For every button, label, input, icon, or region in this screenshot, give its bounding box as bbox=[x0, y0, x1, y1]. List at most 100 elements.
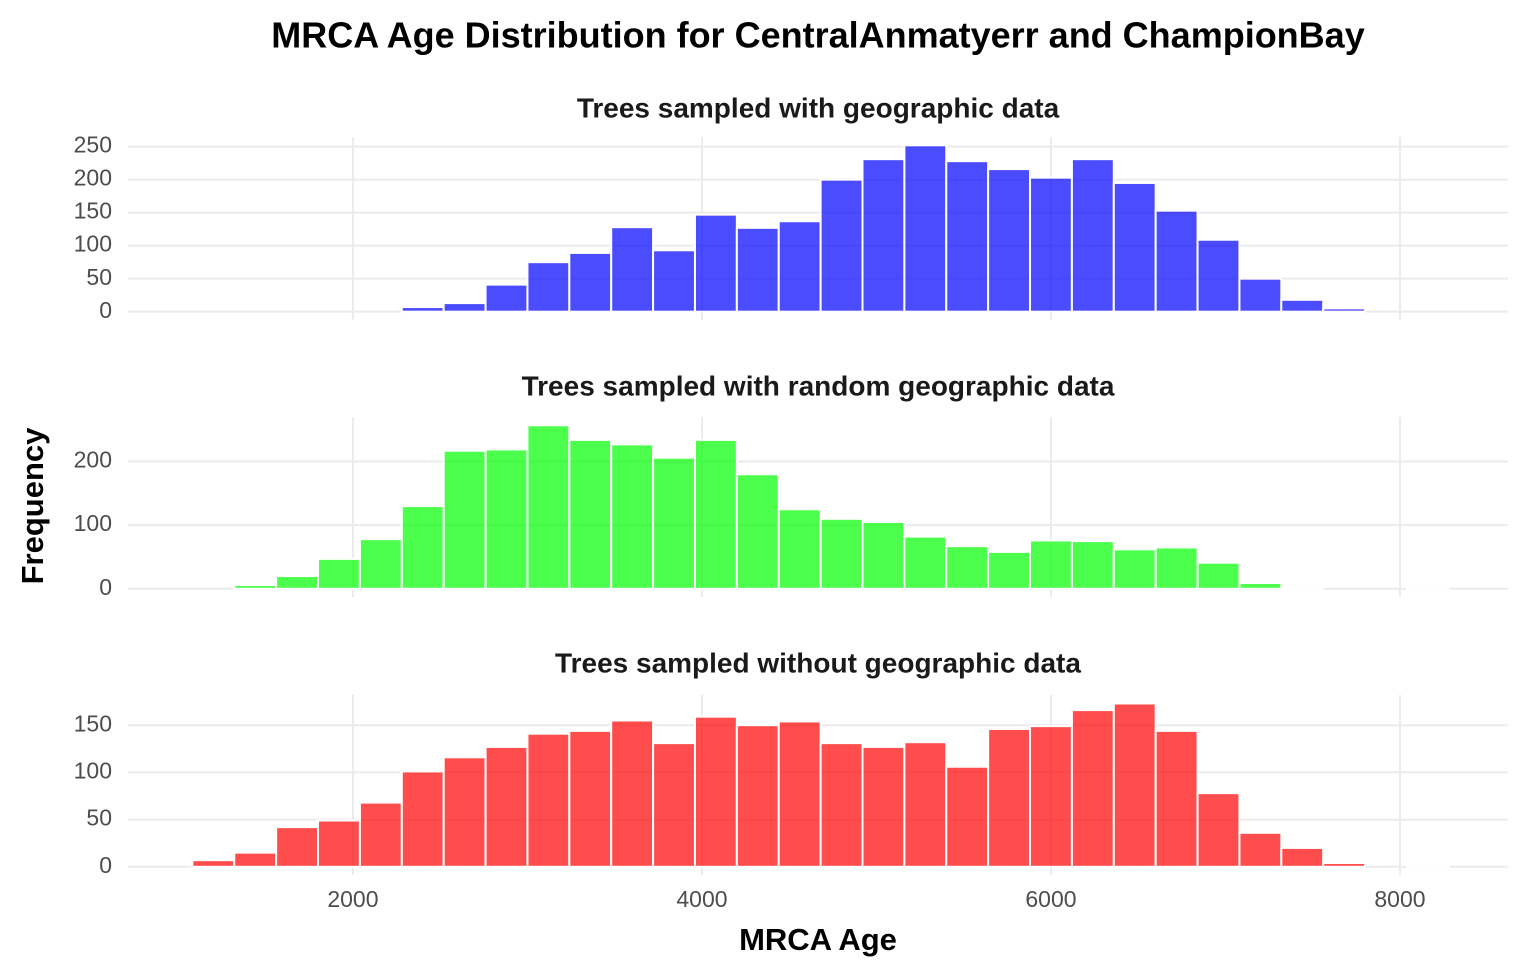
bar bbox=[1029, 725, 1073, 868]
x-tick-label: 6000 bbox=[1025, 886, 1076, 912]
bar bbox=[1238, 277, 1283, 313]
x-axis-title: MRCA Age bbox=[739, 922, 897, 957]
y-tick-label: 100 bbox=[74, 231, 112, 257]
bar bbox=[1029, 176, 1073, 313]
y-tick-label: 0 bbox=[99, 852, 112, 878]
y-tick-label: 50 bbox=[86, 264, 112, 290]
bar bbox=[735, 226, 780, 313]
bar bbox=[1280, 846, 1325, 868]
bar bbox=[945, 765, 990, 868]
bar bbox=[819, 178, 864, 313]
bar bbox=[233, 583, 278, 590]
y-tick-label: 200 bbox=[74, 447, 112, 473]
y-tick-label: 250 bbox=[74, 132, 112, 158]
chart-title: MRCA Age Distribution for CentralAnmatye… bbox=[271, 15, 1364, 56]
bar bbox=[526, 261, 571, 313]
bar bbox=[735, 473, 780, 590]
y-tick-label: 100 bbox=[74, 510, 112, 536]
bar bbox=[1322, 862, 1367, 868]
bar bbox=[945, 545, 990, 590]
bar bbox=[358, 538, 403, 590]
x-tick-label: 2000 bbox=[327, 886, 378, 912]
panel-title: Trees sampled without geographic data bbox=[555, 647, 1081, 678]
bar bbox=[987, 727, 1032, 868]
panel-title: Trees sampled with random geographic dat… bbox=[522, 370, 1115, 401]
bar bbox=[777, 508, 822, 590]
bar bbox=[1405, 864, 1450, 868]
bar bbox=[777, 720, 822, 868]
bar bbox=[568, 729, 613, 868]
bar bbox=[526, 424, 571, 590]
bar bbox=[191, 859, 236, 868]
y-tick-label: 150 bbox=[74, 710, 112, 736]
bar bbox=[693, 438, 738, 590]
y-tick-label: 0 bbox=[99, 297, 112, 323]
y-tick-label: 200 bbox=[74, 165, 112, 191]
bar bbox=[610, 226, 655, 313]
bar bbox=[610, 719, 655, 868]
y-tick-label: 150 bbox=[74, 198, 112, 224]
bar bbox=[568, 251, 613, 313]
bar bbox=[693, 213, 738, 313]
bar bbox=[693, 715, 738, 868]
bar bbox=[652, 249, 696, 313]
bar bbox=[484, 283, 529, 313]
bar bbox=[1112, 181, 1157, 313]
bar bbox=[1070, 540, 1115, 590]
bar bbox=[1154, 546, 1199, 590]
bar bbox=[317, 557, 361, 590]
bar bbox=[1405, 587, 1450, 590]
bar bbox=[484, 448, 529, 590]
bar bbox=[987, 550, 1032, 590]
bar bbox=[903, 144, 948, 313]
bar bbox=[484, 745, 529, 868]
bar bbox=[400, 770, 445, 868]
bar bbox=[442, 449, 487, 590]
bar bbox=[1029, 539, 1073, 590]
bar bbox=[1238, 582, 1283, 590]
bar bbox=[819, 517, 864, 590]
bar bbox=[1070, 158, 1115, 313]
bar bbox=[945, 160, 990, 313]
x-tick-label: 8000 bbox=[1374, 886, 1425, 912]
bar bbox=[903, 741, 948, 868]
bar bbox=[317, 819, 361, 868]
bar bbox=[861, 745, 906, 868]
bar bbox=[777, 220, 822, 313]
bar bbox=[442, 756, 487, 868]
bar bbox=[861, 158, 906, 313]
bar bbox=[1196, 792, 1241, 868]
bar bbox=[987, 168, 1032, 313]
bar bbox=[233, 851, 278, 868]
bar bbox=[1154, 209, 1199, 313]
bar bbox=[568, 438, 613, 590]
bar bbox=[1322, 307, 1367, 313]
bar bbox=[1112, 548, 1157, 590]
bar bbox=[1112, 702, 1157, 868]
bar bbox=[903, 535, 948, 590]
y-axis-title: Frequency bbox=[15, 427, 50, 585]
y-tick-label: 100 bbox=[74, 757, 112, 783]
bar bbox=[610, 443, 655, 590]
bar bbox=[275, 575, 320, 590]
panel-title: Trees sampled with geographic data bbox=[577, 92, 1060, 123]
x-tick-label: 4000 bbox=[676, 886, 727, 912]
bar bbox=[400, 505, 445, 590]
bar bbox=[1196, 561, 1241, 590]
bar bbox=[819, 742, 864, 868]
bar bbox=[652, 456, 696, 590]
bar bbox=[735, 724, 780, 868]
bar bbox=[861, 520, 906, 590]
bar bbox=[442, 302, 487, 313]
bar bbox=[1154, 729, 1199, 868]
bar bbox=[1070, 709, 1115, 868]
bar bbox=[1280, 298, 1325, 313]
bar bbox=[1280, 586, 1325, 590]
bar bbox=[1196, 238, 1241, 313]
y-tick-label: 0 bbox=[99, 574, 112, 600]
y-tick-label: 50 bbox=[86, 805, 112, 831]
bar bbox=[400, 306, 445, 313]
bar bbox=[526, 732, 571, 868]
bar bbox=[1238, 831, 1283, 868]
